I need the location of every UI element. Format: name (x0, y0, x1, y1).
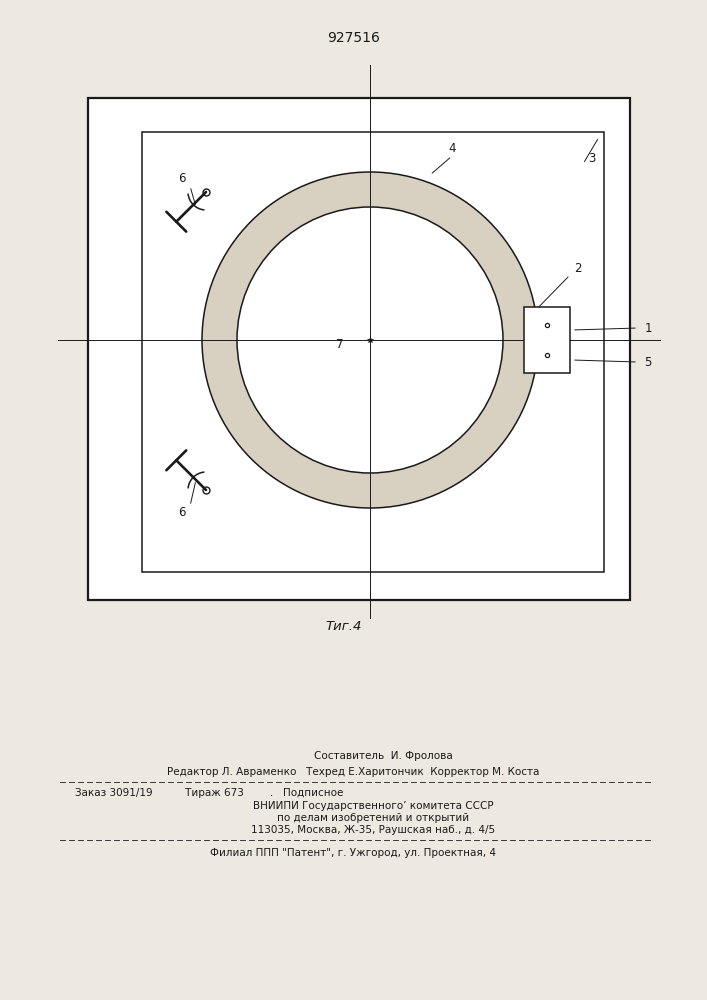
Text: ВНИИПИ Государственного’ комитета СССР: ВНИИПИ Государственного’ комитета СССР (253, 801, 493, 811)
Text: 1: 1 (644, 322, 652, 334)
Text: Τиг.4: Τиг.4 (325, 619, 362, 633)
Text: Филиал ППП "Патент", г. Ужгород, ул. Проектная, 4: Филиал ППП "Патент", г. Ужгород, ул. Про… (211, 848, 496, 858)
Circle shape (202, 172, 538, 508)
Bar (524, 307, 570, 373)
Text: по делам изобретений и открытий: по делам изобретений и открытий (277, 813, 469, 823)
Text: Редактор Л. Авраменко   Техред Е.Харитончик  Корректор М. Коста: Редактор Л. Авраменко Техред Е.Харитончи… (168, 767, 539, 777)
Text: 927516: 927516 (327, 31, 380, 45)
Text: Заказ 3091/19          Тираж 673        .   Подписное: Заказ 3091/19 Тираж 673 . Подписное (75, 788, 344, 798)
Circle shape (237, 207, 503, 473)
Text: 3: 3 (588, 151, 596, 164)
Text: 5: 5 (644, 356, 652, 368)
Text: 7: 7 (337, 338, 344, 352)
Text: 113035, Москва, Ж-35, Раушская наб., д. 4/5: 113035, Москва, Ж-35, Раушская наб., д. … (252, 825, 496, 835)
Bar (88, 98, 630, 600)
Text: 6: 6 (178, 172, 186, 184)
Text: Составитель  И. Фролова: Составитель И. Фролова (314, 751, 453, 761)
Text: 2: 2 (574, 261, 582, 274)
Text: 4: 4 (448, 141, 456, 154)
Text: 6: 6 (178, 506, 186, 518)
Bar (142, 132, 604, 572)
